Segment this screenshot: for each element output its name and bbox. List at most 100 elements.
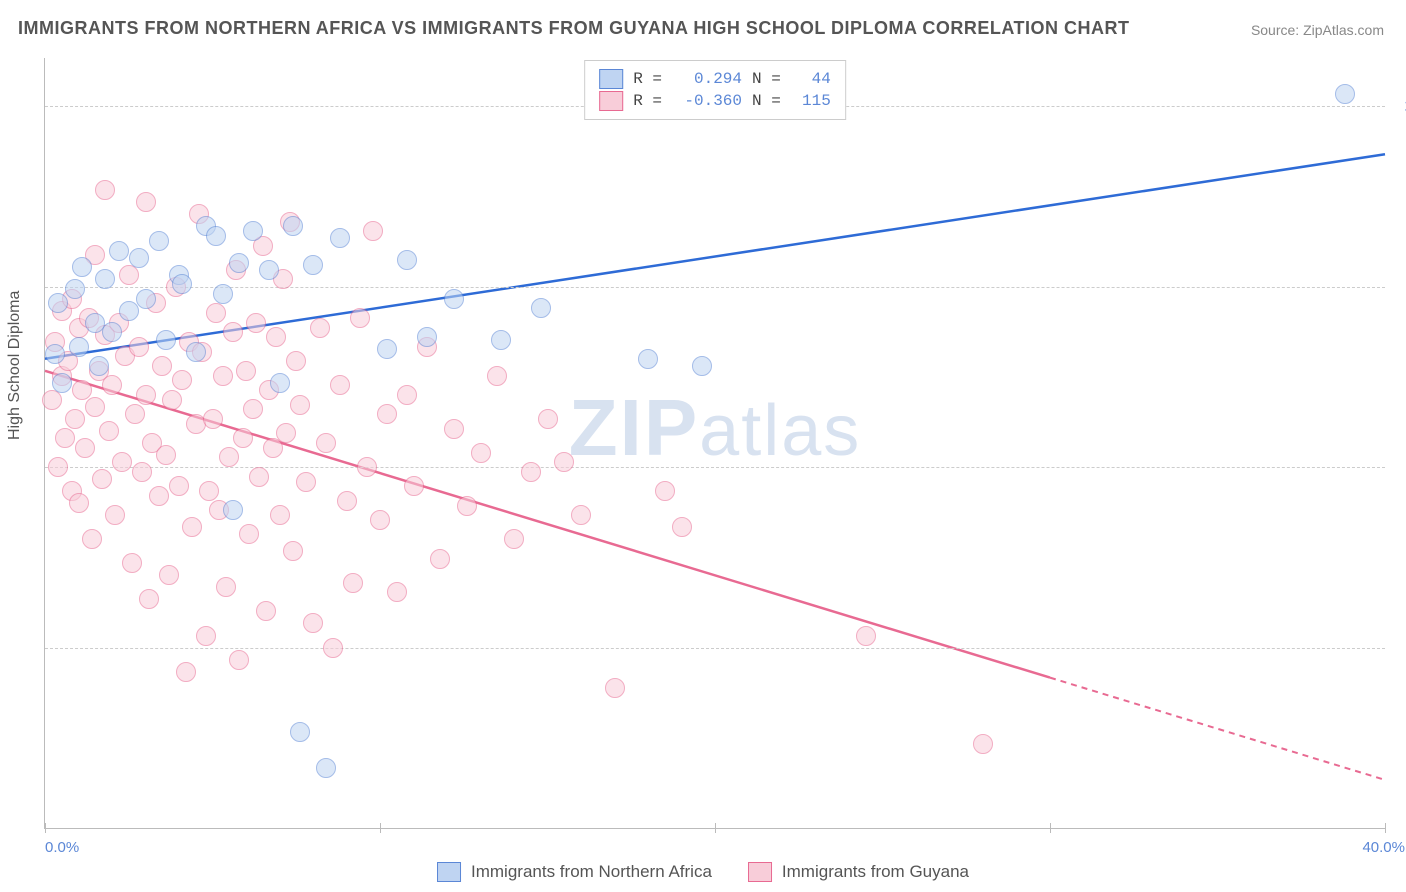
scatter-point [102, 375, 122, 395]
scatter-point [162, 390, 182, 410]
scatter-point [206, 226, 226, 246]
scatter-point [85, 397, 105, 417]
scatter-point [136, 289, 156, 309]
scatter-point [199, 481, 219, 501]
scatter-point [102, 322, 122, 342]
scatter-point [213, 366, 233, 386]
scatter-point [172, 370, 192, 390]
legend-item-b: Immigrants from Guyana [748, 862, 969, 882]
scatter-point [243, 221, 263, 241]
scatter-point [266, 327, 286, 347]
scatter-point [206, 303, 226, 323]
scatter-point [290, 722, 310, 742]
legend-n-label: N = [752, 70, 781, 88]
scatter-point [109, 241, 129, 261]
scatter-point [330, 228, 350, 248]
legend-r-label: R = [633, 70, 662, 88]
scatter-point [69, 493, 89, 513]
scatter-point [156, 445, 176, 465]
scatter-point [337, 491, 357, 511]
y-tick-label: 77.5% [1395, 639, 1406, 656]
scatter-point [1335, 84, 1355, 104]
scatter-point [48, 457, 68, 477]
scatter-point [397, 385, 417, 405]
scatter-point [129, 337, 149, 357]
y-tick-label: 85.0% [1395, 459, 1406, 476]
scatter-point [605, 678, 625, 698]
scatter-point [357, 457, 377, 477]
scatter-point [105, 505, 125, 525]
y-tick-label: 100.0% [1395, 98, 1406, 115]
scatter-point [55, 428, 75, 448]
scatter-point [417, 327, 437, 347]
scatter-point [363, 221, 383, 241]
scatter-point [176, 662, 196, 682]
y-axis-label: High School Diploma [6, 291, 24, 440]
scatter-point [149, 231, 169, 251]
scatter-point [377, 404, 397, 424]
scatter-point [89, 356, 109, 376]
scatter-point [186, 342, 206, 362]
scatter-point [229, 253, 249, 273]
scatter-point [112, 452, 132, 472]
x-tick-mark [715, 823, 716, 833]
scatter-point [290, 395, 310, 415]
scatter-point [172, 274, 192, 294]
scatter-point [256, 601, 276, 621]
scatter-point [487, 366, 507, 386]
scatter-point [152, 356, 172, 376]
legend-n-value-b: 115 [791, 92, 831, 110]
scatter-point [122, 553, 142, 573]
scatter-point [95, 180, 115, 200]
source-name: ZipAtlas.com [1303, 22, 1384, 38]
scatter-point [531, 298, 551, 318]
scatter-point [136, 385, 156, 405]
scatter-point [243, 399, 263, 419]
scatter-point [270, 373, 290, 393]
scatter-point [571, 505, 591, 525]
scatter-point [471, 443, 491, 463]
correlation-legend: R = 0.294 N = 44 R = -0.360 N = 115 [584, 60, 846, 120]
scatter-point [129, 248, 149, 268]
legend-swatch-a-icon [437, 862, 461, 882]
scatter-point [159, 565, 179, 585]
scatter-point [270, 505, 290, 525]
source-prefix: Source: [1251, 22, 1303, 38]
scatter-point [283, 541, 303, 561]
scatter-point [330, 375, 350, 395]
legend-n-value-a: 44 [791, 70, 831, 88]
legend-r-value-b: -0.360 [672, 92, 742, 110]
scatter-point [316, 758, 336, 778]
scatter-point [45, 344, 65, 364]
scatter-point [296, 472, 316, 492]
legend-n-label: N = [752, 92, 781, 110]
scatter-point [139, 589, 159, 609]
scatter-point [259, 260, 279, 280]
scatter-point [343, 573, 363, 593]
x-tick-mark [1385, 823, 1386, 833]
scatter-point [72, 257, 92, 277]
x-tick-label: 0.0% [45, 839, 79, 856]
series-legend: Immigrants from Northern Africa Immigran… [437, 862, 969, 882]
gridline [45, 287, 1385, 288]
legend-r-label: R = [633, 92, 662, 110]
scatter-point [370, 510, 390, 530]
scatter-point [246, 313, 266, 333]
scatter-point [638, 349, 658, 369]
scatter-point [672, 517, 692, 537]
scatter-point [387, 582, 407, 602]
scatter-point [303, 255, 323, 275]
x-tick-mark [380, 823, 381, 833]
scatter-point [42, 390, 62, 410]
scatter-point [856, 626, 876, 646]
scatter-point [316, 433, 336, 453]
scatter-point [223, 500, 243, 520]
scatter-point [65, 279, 85, 299]
scatter-point [125, 404, 145, 424]
scatter-point [229, 650, 249, 670]
scatter-point [92, 469, 112, 489]
legend-swatch-b [599, 91, 623, 111]
scatter-point [397, 250, 417, 270]
scatter-point [303, 613, 323, 633]
scatter-point [52, 373, 72, 393]
